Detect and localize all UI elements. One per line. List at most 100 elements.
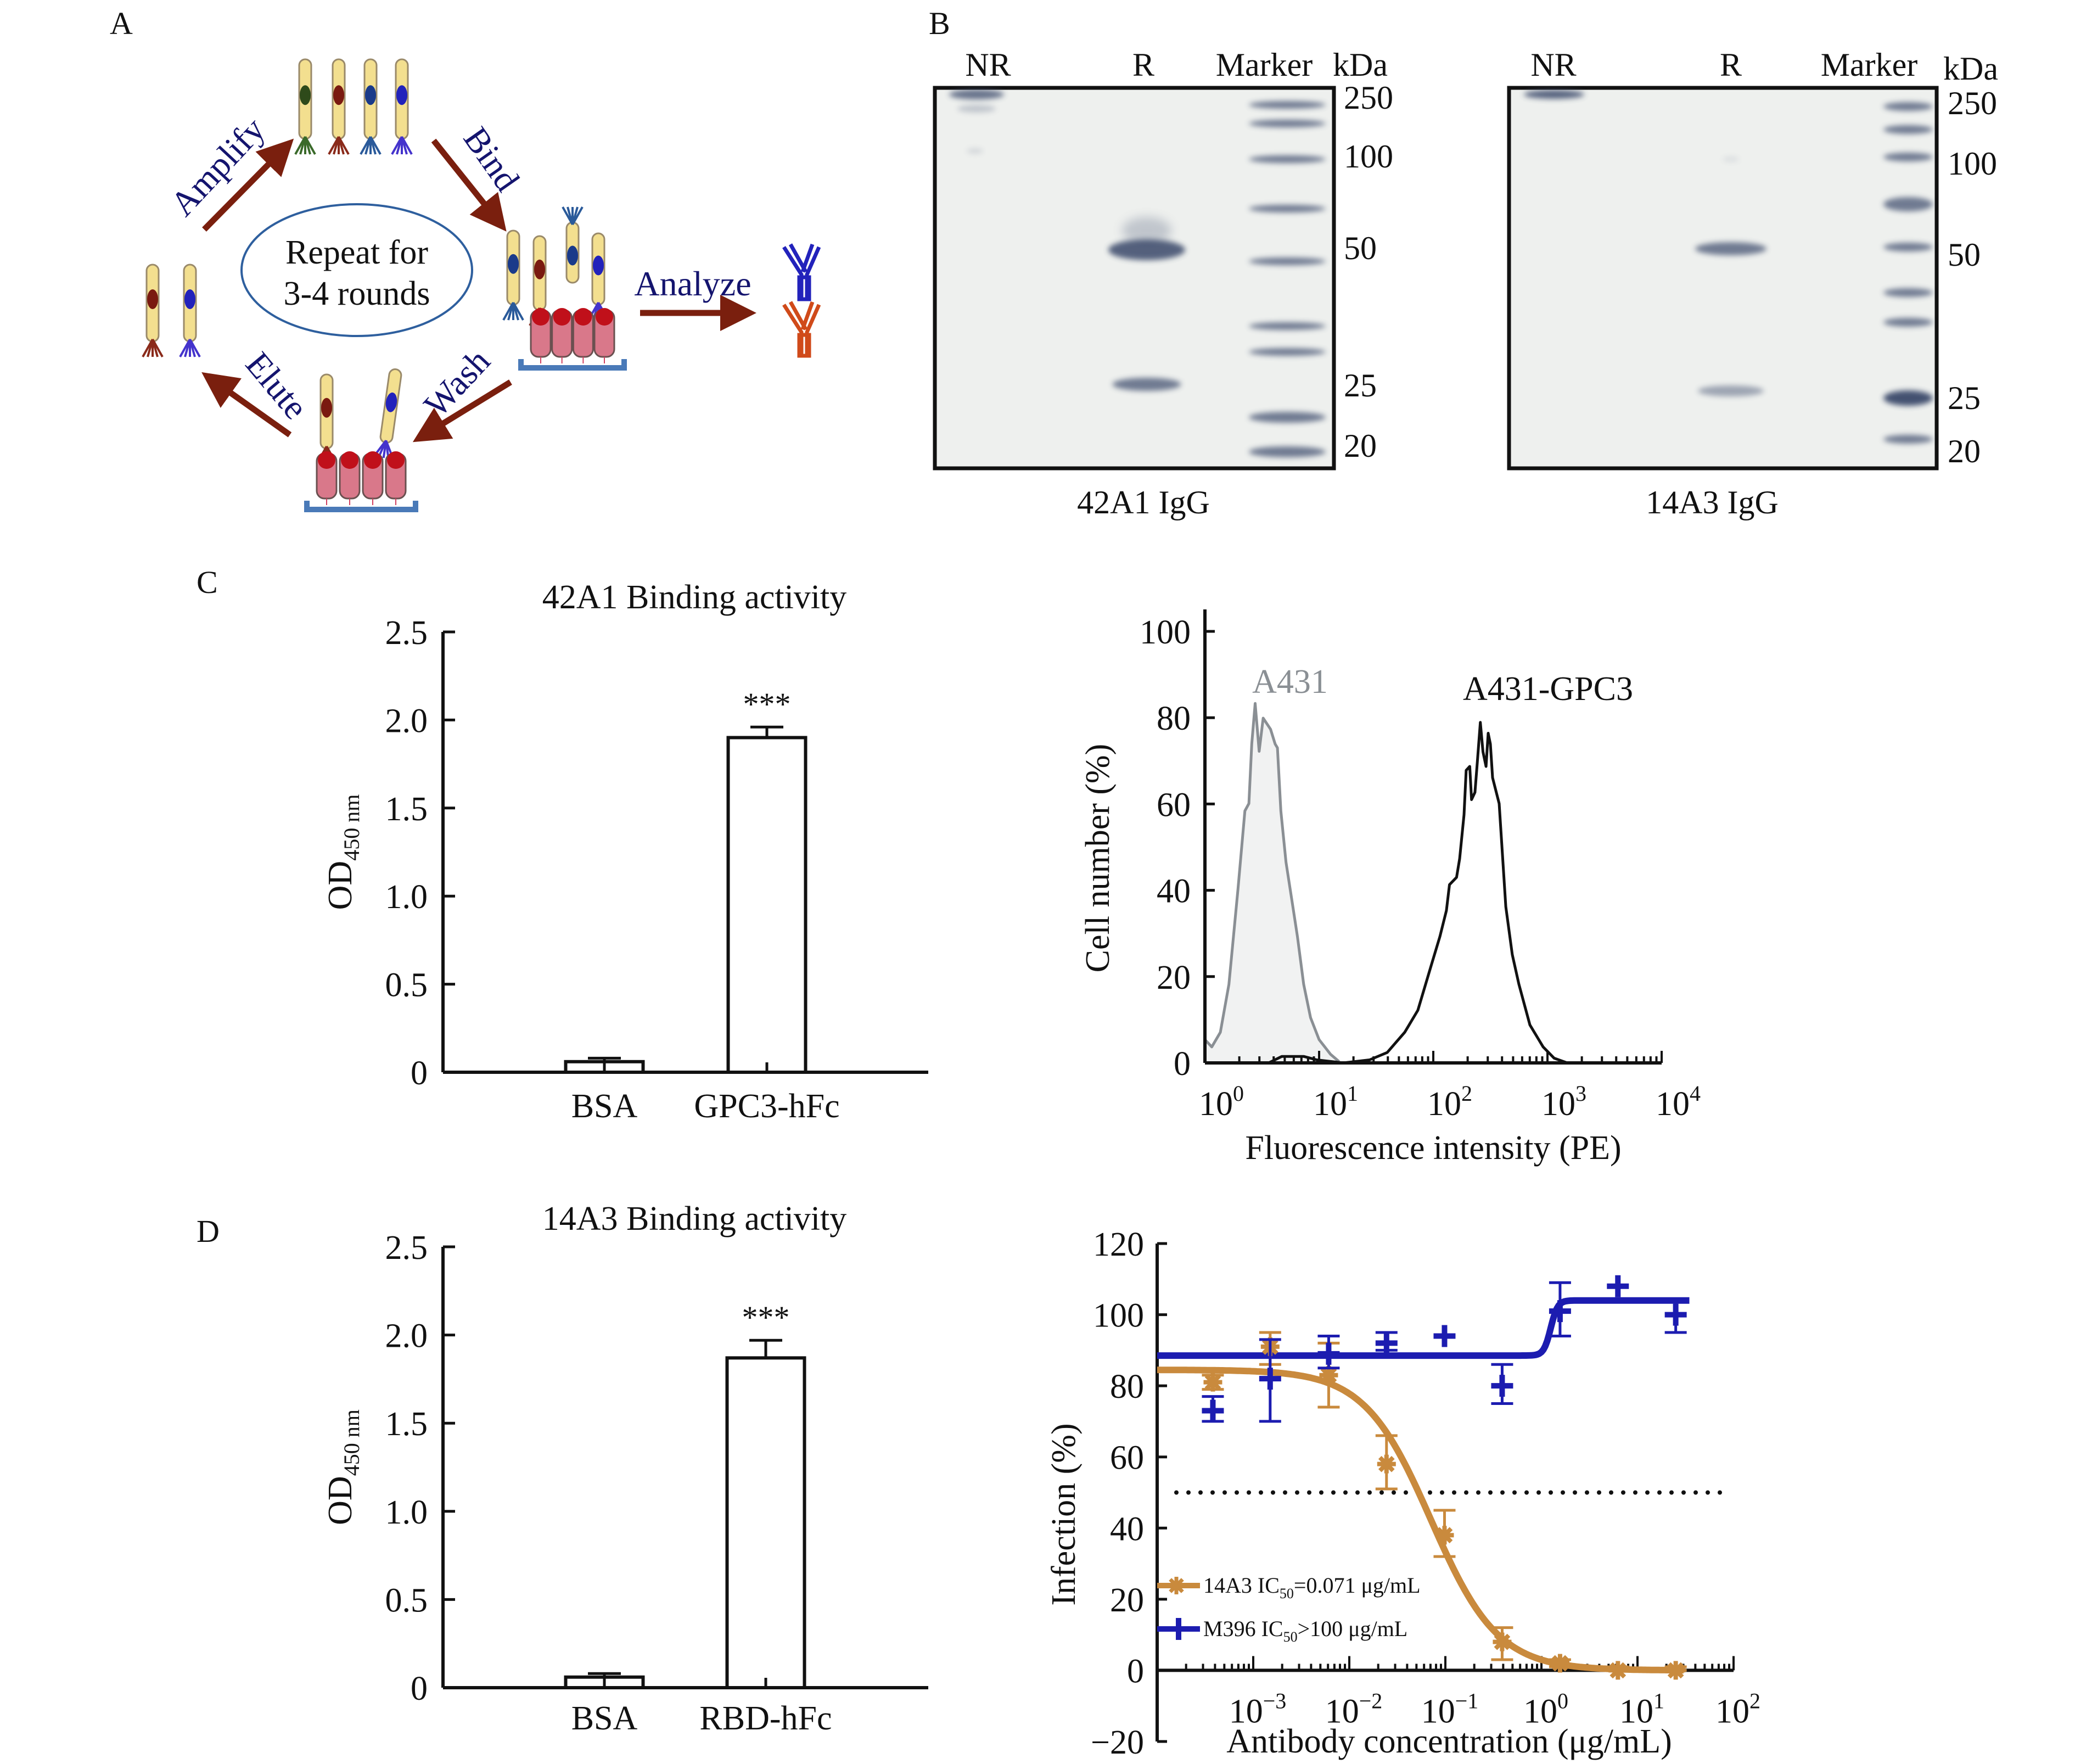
antigen-epitope	[387, 451, 405, 469]
marker-band	[1883, 153, 1933, 161]
data-point-m396	[1607, 1275, 1629, 1297]
phage-group-top	[295, 59, 412, 154]
marker-band	[1249, 101, 1326, 109]
data-point-14a3	[1607, 1661, 1629, 1679]
bound-phage-plate-bottom	[307, 368, 416, 509]
marker-band	[1883, 102, 1933, 111]
y-axis-title: OD450 nm	[322, 1409, 364, 1525]
data-point-m396	[1202, 1397, 1224, 1422]
gel1-lane-marker: Marker	[1216, 47, 1313, 83]
series-label-a431-gpc3: A431-GPC3	[1463, 670, 1633, 708]
data-point-m396	[1317, 1336, 1339, 1368]
marker-band	[1883, 125, 1933, 134]
antigen-epitope	[364, 451, 382, 469]
data-point-14a3	[1202, 1373, 1224, 1392]
marker-band	[1249, 322, 1326, 330]
phage-display-dot	[567, 246, 578, 266]
gel2-frame	[1509, 88, 1937, 468]
repeat-text-line2: 3-4 rounds	[284, 275, 430, 312]
band-r-light-chain	[1698, 385, 1764, 396]
histogram-line-a431-gpc3	[1269, 723, 1567, 1063]
x-tick-label: GPC3-hFc	[694, 1088, 839, 1125]
panel-b: B NR R Marker kDa 250 100 50 25 20 42A1 …	[929, 5, 1998, 520]
significance-marker: ***	[742, 1300, 790, 1335]
chart-42a1-binding-bar: 42A1 Binding activity00.51.01.52.02.5OD4…	[322, 579, 928, 1125]
phage-display-dot	[300, 85, 311, 105]
gel2-kda-25: 25	[1948, 380, 1981, 416]
gel1-lane-r: R	[1132, 47, 1154, 83]
y-tick-label: 20	[1110, 1582, 1144, 1619]
y-tick-label: 120	[1093, 1226, 1144, 1263]
legend-item-m396: M396 IC50>100 μg/mL	[1157, 1616, 1407, 1645]
chart-flow-histogram: 020406080100100101102103104Fluorescence …	[1079, 609, 1701, 1167]
y-tick-label: 0	[1174, 1045, 1191, 1083]
phage-red	[329, 59, 349, 154]
plate-surface	[521, 359, 624, 368]
band-nr-intact-igg	[1524, 90, 1584, 99]
phage-display-dot	[534, 260, 545, 279]
antibody-icon-blue	[784, 244, 819, 299]
bar-rbd-hfc	[727, 1358, 805, 1688]
panel-label-d: D	[197, 1213, 220, 1249]
x-axis-title: Fluorescence intensity (PE)	[1245, 1129, 1621, 1167]
y-tick-label: 1.0	[385, 1494, 428, 1531]
y-tick-label: 80	[1110, 1368, 1144, 1405]
phage-tail-fibers	[563, 207, 582, 225]
x-tick-label: BSA	[571, 1700, 638, 1737]
fit-curve-m396	[1157, 1301, 1690, 1356]
panel-label-c: C	[197, 564, 218, 600]
bound-phage-plate-right	[503, 207, 624, 368]
marker-band	[1883, 288, 1933, 297]
y-axis-title: Infection (%)	[1045, 1423, 1083, 1605]
step-label-analyze: Analyze	[634, 264, 751, 303]
y-tick-label: 100	[1093, 1297, 1144, 1335]
phage-display-dot	[396, 85, 407, 105]
marker-band	[1883, 390, 1933, 406]
gel1-kda-100: 100	[1344, 138, 1393, 175]
phage-free	[563, 207, 582, 283]
gel-14a3: NR R Marker kDa 250 100 50 25 20 14A3 Ig…	[1509, 47, 1998, 520]
significance-marker: ***	[743, 686, 791, 722]
phage-display-dot	[365, 85, 376, 105]
band-r-heavy-smear	[1122, 217, 1171, 244]
y-axis-title: OD450 nm	[322, 794, 364, 910]
gel1-unit-kda: kDa	[1333, 47, 1388, 83]
antigen-epitope	[532, 308, 549, 326]
phage-display-dot	[147, 289, 158, 309]
x-tick-label: 102	[1427, 1081, 1472, 1123]
gel1-lane-nr: NR	[965, 47, 1011, 83]
y-axis-title: Cell number (%)	[1079, 744, 1117, 973]
y-tick-label: 2.0	[385, 702, 428, 740]
phage-tail-fibers	[503, 303, 523, 320]
x-tick-label: 103	[1541, 1081, 1586, 1123]
phage-tail-fibers	[361, 137, 380, 154]
chart-neutralization-curve: −2002040608010012010−310−210−1100101102A…	[1045, 1226, 1760, 1761]
phage-tail-fibers	[392, 137, 412, 154]
phage-group-left	[143, 265, 200, 357]
x-tick-label: 101	[1313, 1081, 1358, 1123]
phage-tail-fibers	[143, 339, 162, 357]
marker-band	[1883, 435, 1933, 444]
data-point-14a3	[1433, 1510, 1455, 1556]
band-nr-trace	[967, 148, 983, 154]
marker-band	[1249, 446, 1326, 457]
y-tick-label: 1.5	[385, 1405, 428, 1443]
x-tick-label: 100	[1199, 1081, 1244, 1123]
antigen-epitope	[341, 451, 358, 469]
marker-band	[1249, 205, 1326, 212]
y-tick-label: 20	[1157, 959, 1191, 996]
marker-band	[1249, 155, 1326, 163]
phage-display-dot	[333, 85, 344, 105]
y-tick-label: 1.5	[385, 791, 428, 828]
y-tick-label: 100	[1140, 614, 1191, 651]
y-tick-label: 2.5	[385, 614, 428, 652]
antigen-epitope	[596, 308, 613, 326]
marker-band	[1249, 120, 1326, 127]
target-antigen-row	[317, 451, 406, 505]
legend-label: M396 IC50>100 μg/mL	[1203, 1616, 1407, 1645]
data-point-m396	[1491, 1364, 1513, 1403]
y-tick-label: 0	[411, 1670, 428, 1707]
y-tick-label: 0.5	[385, 1582, 428, 1619]
phage-red	[143, 265, 162, 357]
y-tick-label: −20	[1091, 1724, 1144, 1761]
